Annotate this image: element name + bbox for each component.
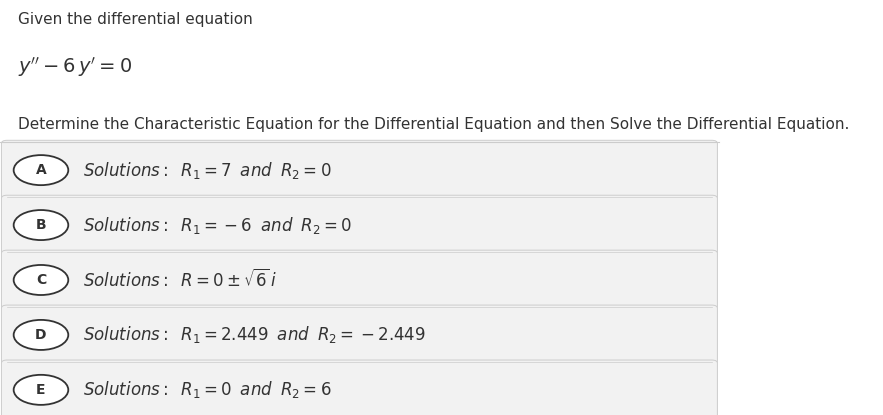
FancyBboxPatch shape [2,305,717,365]
Text: $\mathit{Solutions:}\;\; R = 0 \pm \sqrt{6}\, i$: $\mathit{Solutions:}\;\; R = 0 \pm \sqrt… [83,269,276,291]
Text: B: B [35,218,46,232]
Text: Determine the Characteristic Equation for the Differential Equation and then Sol: Determine the Characteristic Equation fo… [18,117,849,132]
FancyBboxPatch shape [2,195,717,255]
FancyBboxPatch shape [2,250,717,310]
Text: $\mathit{Solutions:}\;\; R_{1} = -6 \;\; \mathit{and} \;\; R_{2} = 0$: $\mathit{Solutions:}\;\; R_{1} = -6 \;\;… [83,215,351,236]
Circle shape [13,320,68,350]
Text: $y'' - 6\,y' = 0$: $y'' - 6\,y' = 0$ [18,55,132,79]
Text: C: C [36,273,46,287]
Circle shape [13,210,68,240]
FancyBboxPatch shape [2,360,717,415]
FancyBboxPatch shape [2,140,717,200]
Text: $\mathit{Solutions:}\;\; R_{1} = 2.449 \;\; \mathit{and} \;\; R_{2} = -2.449$: $\mathit{Solutions:}\;\; R_{1} = 2.449 \… [83,325,426,345]
Text: Given the differential equation: Given the differential equation [18,12,253,27]
Circle shape [13,155,68,185]
Text: $\mathit{Solutions:}\;\; R_{1} = 0 \;\; \mathit{and} \;\; R_{2} = 6$: $\mathit{Solutions:}\;\; R_{1} = 0 \;\; … [83,379,331,400]
Text: D: D [35,328,47,342]
Text: A: A [35,163,46,177]
Circle shape [13,265,68,295]
Circle shape [13,375,68,405]
Text: $\mathit{Solutions:}\;\; R_{1} = 7 \;\; \mathit{and} \;\; R_{2} = 0$: $\mathit{Solutions:}\;\; R_{1} = 7 \;\; … [83,160,331,181]
Text: E: E [36,383,46,397]
